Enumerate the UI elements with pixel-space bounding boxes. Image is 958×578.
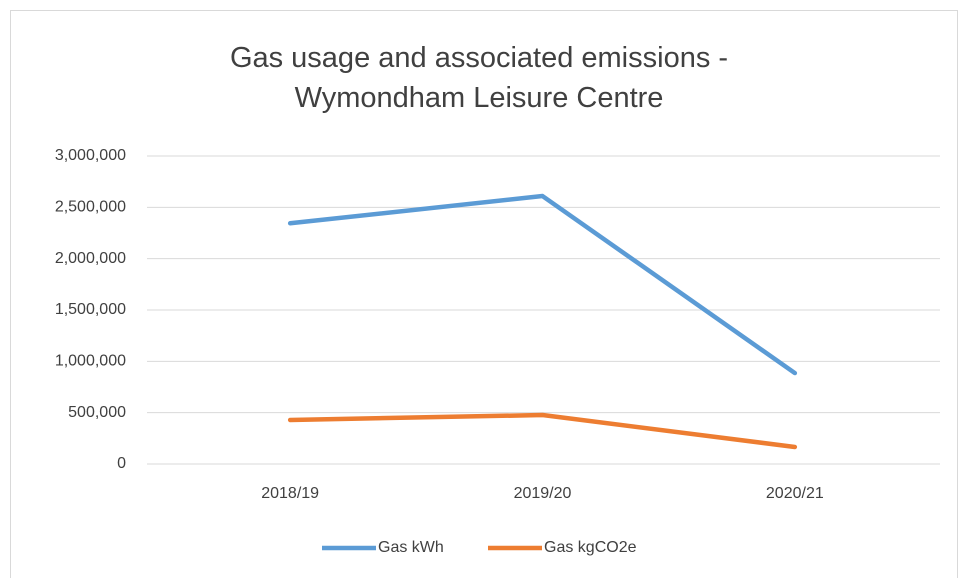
- x-tick-label: 2020/21: [766, 485, 824, 502]
- y-tick-label: 3,000,000: [55, 147, 126, 164]
- series-line: [287, 412, 798, 450]
- y-tick-label: 2,000,000: [55, 250, 126, 267]
- x-tick-label: 2018/19: [261, 485, 319, 502]
- y-tick-label: 2,500,000: [55, 199, 126, 216]
- chart-frame: [10, 10, 958, 578]
- series-line: [287, 193, 798, 376]
- y-tick-label: 1,500,000: [55, 301, 126, 318]
- chart-title: Gas usage and associated emissions - Wym…: [229, 42, 729, 114]
- y-tick-label: 500,000: [68, 404, 126, 421]
- y-tick-label: 1,000,000: [55, 353, 126, 370]
- y-tick-label: 0: [117, 455, 126, 472]
- legend-label: Gas kWh: [378, 539, 444, 556]
- legend-label: Gas kgCO2e: [544, 539, 637, 556]
- x-tick-label: 2019/20: [514, 485, 572, 502]
